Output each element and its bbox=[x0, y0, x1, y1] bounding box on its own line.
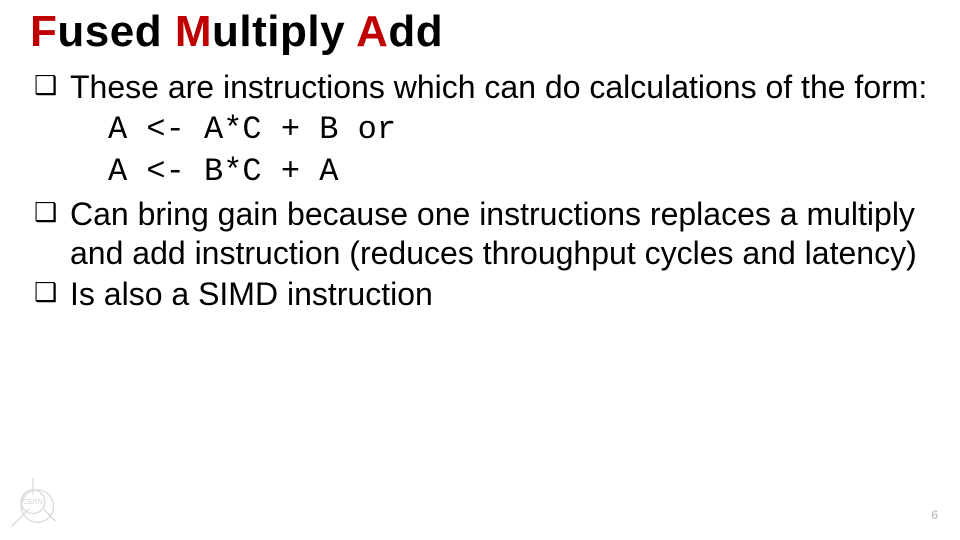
slide-container: Fused Multiply Add These are instruction… bbox=[0, 0, 960, 540]
cern-logo-icon: CERN bbox=[6, 478, 60, 532]
cern-logo-label: CERN bbox=[23, 499, 43, 506]
page-number: 6 bbox=[931, 508, 938, 522]
bullet-text: Is also a SIMD instruction bbox=[70, 276, 433, 312]
bullet-list: These are instructions which can do calc… bbox=[30, 68, 930, 313]
title-word-3: Add bbox=[356, 7, 443, 56]
slide-title: Fused Multiply Add bbox=[30, 8, 930, 56]
title-word-2: Multiply bbox=[175, 7, 345, 56]
bullet-item: These are instructions which can do calc… bbox=[70, 68, 930, 192]
bullet-text: These are instructions which can do calc… bbox=[70, 69, 927, 105]
bullet-item: Can bring gain because one instructions … bbox=[70, 195, 930, 273]
bullet-item: Is also a SIMD instruction bbox=[70, 275, 930, 314]
code-block: A <- A*C + B or A <- B*C + A bbox=[108, 109, 930, 192]
bullet-text: Can bring gain because one instructions … bbox=[70, 196, 917, 271]
title-word-1: Fused bbox=[30, 7, 162, 56]
